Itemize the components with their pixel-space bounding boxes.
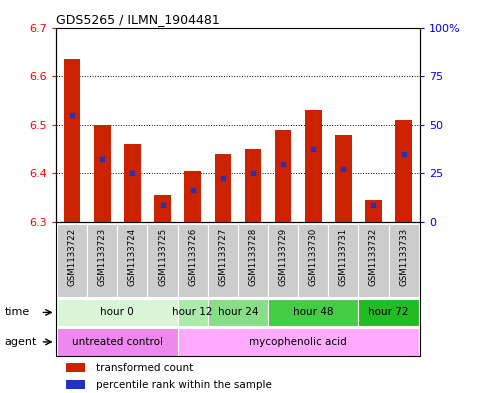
Text: time: time (5, 307, 30, 318)
Text: GSM1133724: GSM1133724 (128, 228, 137, 286)
Text: hour 0: hour 0 (100, 307, 134, 318)
Text: agent: agent (5, 337, 37, 347)
Text: mycophenolic acid: mycophenolic acid (249, 337, 347, 347)
Bar (154, 195, 171, 222)
Text: GSM1133727: GSM1133727 (218, 228, 227, 286)
Bar (124, 144, 141, 222)
Text: percentile rank within the sample: percentile rank within the sample (96, 380, 271, 389)
Text: hour 24: hour 24 (218, 307, 258, 318)
Bar (208, 224, 238, 297)
Bar (275, 130, 291, 222)
Bar (87, 224, 117, 297)
Text: transformed count: transformed count (96, 362, 193, 373)
Bar (358, 299, 419, 326)
Bar (178, 299, 208, 326)
Bar (208, 299, 268, 326)
Text: GSM1133731: GSM1133731 (339, 228, 348, 286)
Text: GSM1133729: GSM1133729 (279, 228, 287, 286)
Bar (358, 224, 388, 297)
Text: GSM1133732: GSM1133732 (369, 228, 378, 286)
Bar (57, 224, 87, 297)
Bar (396, 120, 412, 222)
Text: GSM1133726: GSM1133726 (188, 228, 197, 286)
Text: hour 48: hour 48 (293, 307, 333, 318)
Bar (268, 299, 358, 326)
Bar (64, 59, 80, 222)
Bar (94, 125, 111, 222)
Bar (57, 299, 178, 326)
Bar (67, 380, 85, 389)
Text: GSM1133728: GSM1133728 (248, 228, 257, 286)
Text: GDS5265 / ILMN_1904481: GDS5265 / ILMN_1904481 (56, 13, 219, 26)
Bar (214, 154, 231, 222)
Bar (57, 328, 178, 356)
Bar (117, 224, 147, 297)
Bar (365, 200, 382, 222)
Text: GSM1133722: GSM1133722 (68, 228, 77, 286)
Bar (245, 149, 261, 222)
Bar (178, 224, 208, 297)
Bar (328, 224, 358, 297)
Bar (335, 134, 352, 222)
Bar (185, 171, 201, 222)
Text: untreated control: untreated control (72, 337, 163, 347)
Text: GSM1133723: GSM1133723 (98, 228, 107, 286)
Bar (298, 224, 328, 297)
Text: GSM1133725: GSM1133725 (158, 228, 167, 286)
Bar (178, 328, 419, 356)
Text: hour 12: hour 12 (172, 307, 213, 318)
Bar (67, 363, 85, 373)
Bar (147, 224, 178, 297)
Text: GSM1133733: GSM1133733 (399, 228, 408, 286)
Bar (305, 110, 322, 222)
Bar (238, 224, 268, 297)
Text: GSM1133730: GSM1133730 (309, 228, 318, 286)
Bar (388, 224, 419, 297)
Text: hour 72: hour 72 (369, 307, 409, 318)
Bar (268, 224, 298, 297)
